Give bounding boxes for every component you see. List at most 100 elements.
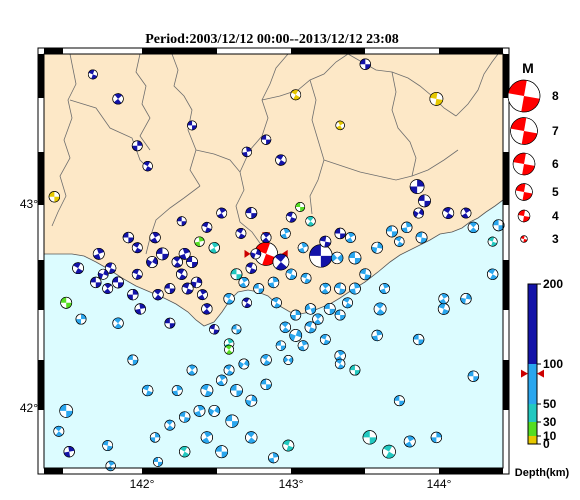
focal-mechanism-beachball bbox=[371, 241, 384, 254]
focal-mechanism-beachball bbox=[442, 207, 455, 219]
focal-mechanism-beachball bbox=[359, 268, 372, 281]
focal-mechanism-beachball bbox=[171, 385, 183, 396]
magnitude-legend-label: 6 bbox=[552, 157, 559, 171]
depth-axis-label: Depth(km) bbox=[515, 467, 570, 479]
focal-mechanism-beachball bbox=[312, 313, 324, 325]
focal-mechanism-beachball bbox=[131, 268, 143, 280]
focal-mechanism-beachball bbox=[282, 439, 295, 452]
focal-mechanism-beachball bbox=[297, 242, 309, 254]
focal-mechanism-beachball bbox=[279, 228, 291, 239]
depth-band bbox=[528, 284, 537, 364]
focal-mechanism-beachball bbox=[102, 440, 114, 451]
focal-mechanism-beachball bbox=[349, 282, 361, 295]
focal-mechanism-beachball bbox=[460, 293, 472, 305]
magnitude-legend-title: M bbox=[522, 60, 534, 76]
focal-mechanism-beachball bbox=[179, 411, 191, 423]
focal-mechanism-beachball bbox=[104, 262, 117, 274]
focal-mechanism-beachball bbox=[131, 140, 143, 152]
focal-mechanism-beachball bbox=[289, 329, 303, 342]
lon-label-143: 143° bbox=[279, 477, 304, 491]
focal-mechanism-beachball bbox=[260, 378, 272, 391]
focal-mechanism-beachball bbox=[331, 251, 344, 265]
focal-mechanism-beachball bbox=[141, 384, 154, 397]
focal-mechanism-beachball bbox=[345, 232, 356, 243]
focal-mechanism-beachball bbox=[200, 431, 214, 444]
magnitude-legend-items: 8 7 6 5 4 3 bbox=[507, 79, 559, 246]
depth-marker-icon bbox=[521, 369, 544, 378]
depth-tick-label: 30 bbox=[543, 415, 557, 429]
focal-mechanism-beachball bbox=[415, 231, 428, 244]
focal-mechanism-beachball bbox=[146, 256, 158, 268]
focal-mechanism-beachball bbox=[197, 289, 208, 301]
focal-mechanism-beachball bbox=[260, 232, 272, 243]
focal-mechanism-beachball bbox=[53, 425, 65, 437]
focal-mechanism-beachball bbox=[176, 268, 188, 280]
focal-mechanism-beachball bbox=[253, 283, 265, 294]
focal-mechanism-beachball bbox=[153, 456, 163, 467]
focal-mechanism-beachball bbox=[208, 242, 220, 254]
focal-mechanism-beachball bbox=[319, 282, 331, 295]
focal-mechanism-beachball bbox=[223, 364, 235, 376]
focal-mechanism-beachball bbox=[403, 435, 416, 448]
focal-mechanism-beachball bbox=[63, 446, 75, 458]
magnitude-legend-beachball bbox=[512, 152, 536, 176]
depth-tick-label: 50 bbox=[543, 397, 557, 411]
focal-mechanism-beachball bbox=[225, 414, 239, 428]
depth-tick-label: 200 bbox=[543, 277, 563, 291]
focal-mechanism-beachball bbox=[348, 251, 362, 265]
focal-mechanism-beachball bbox=[112, 93, 124, 105]
focal-mechanism-beachball bbox=[379, 283, 390, 294]
focal-mechanism-beachball bbox=[241, 146, 253, 158]
focal-mechanism-beachball bbox=[48, 191, 61, 203]
focal-mechanism-beachball bbox=[319, 334, 331, 345]
focal-mechanism-beachball bbox=[201, 221, 213, 233]
focal-mechanism-beachball bbox=[216, 374, 228, 386]
focal-mechanism-beachball bbox=[319, 235, 332, 248]
focal-mechanism-beachball bbox=[224, 344, 235, 355]
magnitude-legend-beachball bbox=[520, 235, 528, 243]
focal-mechanism-beachball bbox=[245, 207, 258, 219]
focal-mechanism-beachball bbox=[305, 216, 316, 227]
focal-mechanism-beachball bbox=[238, 358, 250, 370]
map-frame-checkers bbox=[37, 47, 510, 475]
focal-mechanism-beachball bbox=[171, 256, 183, 268]
magnitude-legend-beachball bbox=[517, 209, 531, 223]
focal-mechanism-beachball bbox=[272, 253, 290, 271]
focal-mechanism-beachball bbox=[201, 303, 213, 315]
focal-mechanism-beachball bbox=[382, 444, 396, 459]
focal-mechanism-beachball bbox=[283, 354, 294, 365]
focal-mechanism-beachball bbox=[429, 92, 444, 106]
depth-band bbox=[528, 436, 537, 444]
focal-mechanism-beachball bbox=[304, 303, 317, 315]
depth-band bbox=[528, 404, 537, 422]
focal-mechanism-beachball bbox=[334, 282, 347, 295]
magnitude-legend-label: 7 bbox=[552, 124, 559, 138]
focal-mechanism-beachball bbox=[149, 231, 161, 244]
focal-mechanism-beachball bbox=[72, 262, 84, 275]
depth-band bbox=[528, 364, 537, 404]
focal-mechanism-beachball bbox=[181, 282, 194, 295]
focal-mechanism-beachball bbox=[245, 262, 257, 274]
focal-mechanism-beachball bbox=[271, 297, 282, 309]
focal-mechanism-beachball bbox=[230, 384, 243, 397]
focal-mechanism-beachball bbox=[245, 431, 258, 444]
focal-mechanism-beachball bbox=[290, 309, 302, 321]
focal-mechanism-beachball bbox=[300, 272, 312, 284]
focal-mechanism-beachball bbox=[260, 354, 272, 366]
focal-mechanism-beachball bbox=[430, 431, 443, 444]
focal-mechanism-beachball bbox=[285, 211, 297, 223]
focal-mechanism-beachball bbox=[250, 248, 262, 260]
beachball-layer bbox=[48, 58, 505, 472]
focal-mechanism-beachball bbox=[412, 333, 425, 346]
focal-mechanism-beachball bbox=[268, 452, 279, 464]
lat-label-43: 43° bbox=[20, 197, 38, 211]
focal-mechanism-beachball bbox=[486, 268, 499, 280]
focal-mechanism-beachball bbox=[97, 268, 109, 280]
focal-mechanism-beachball bbox=[60, 296, 73, 309]
focal-mechanism-beachball bbox=[186, 256, 198, 268]
focal-mechanism-beachball bbox=[467, 221, 480, 234]
map-title: Period:2003/12/12 00:00--2013/12/12 23:0… bbox=[145, 32, 399, 47]
focal-mechanism-beachball bbox=[131, 242, 143, 254]
